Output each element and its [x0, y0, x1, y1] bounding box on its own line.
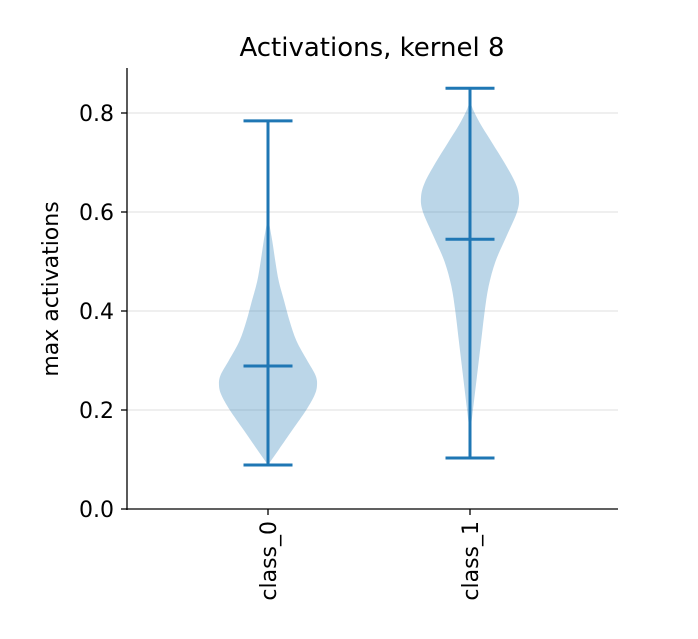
y-tick-label: 0.4	[79, 300, 114, 325]
chart-title: Activations, kernel 8	[239, 33, 504, 63]
violin-stat-lines	[243, 86, 495, 467]
x-tick-label: class_0	[257, 521, 282, 601]
y-axis-ticks: 0.0 0.2 0.4 0.6 0.8	[79, 102, 127, 523]
y-tick-label: 0.6	[79, 201, 114, 226]
gridlines	[127, 112, 618, 411]
axes	[126, 68, 618, 510]
y-tick-label: 0.8	[79, 102, 114, 127]
x-tick-label: class_1	[459, 521, 484, 601]
y-tick-label: 0.2	[79, 399, 114, 424]
y-tick-label: 0.0	[79, 498, 114, 523]
y-axis-label: max activations	[39, 201, 64, 376]
x-axis-ticks: class_0 class_1	[257, 509, 484, 601]
